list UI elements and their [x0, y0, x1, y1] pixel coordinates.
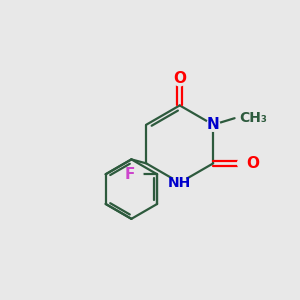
Circle shape [207, 118, 220, 131]
Circle shape [172, 71, 187, 86]
Text: NH: NH [168, 176, 191, 190]
Circle shape [238, 156, 252, 170]
Text: N: N [207, 117, 220, 132]
Text: F: F [124, 167, 135, 182]
Text: O: O [173, 71, 186, 86]
Text: CH₃: CH₃ [239, 111, 267, 125]
Text: O: O [246, 156, 259, 171]
Circle shape [129, 167, 143, 182]
Circle shape [237, 110, 253, 127]
Circle shape [172, 176, 187, 190]
